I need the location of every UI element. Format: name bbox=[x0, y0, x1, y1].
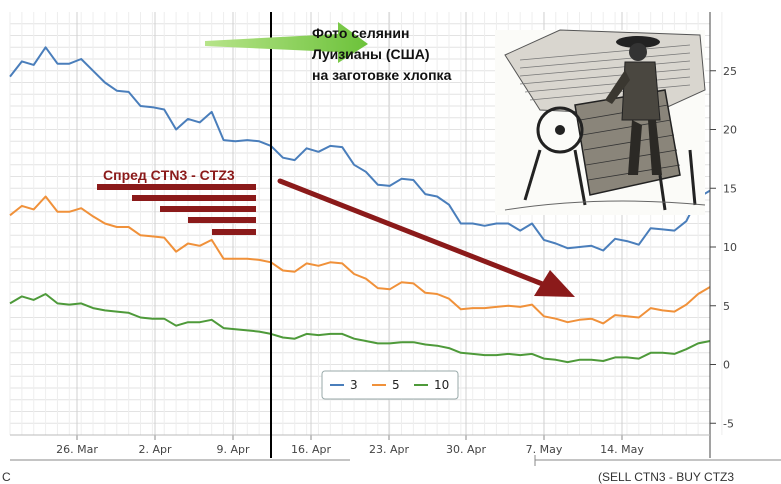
x-tick-label: 14. May bbox=[600, 443, 644, 456]
x-tick-label: 30. Apr bbox=[446, 443, 486, 456]
legend-label-5: 5 bbox=[392, 378, 400, 392]
y-tick-label: 5 bbox=[723, 300, 730, 313]
x-tick-label: 26. Mar bbox=[56, 443, 98, 456]
x-tick-label: 2. Apr bbox=[138, 443, 171, 456]
y-tick-label: 25 bbox=[723, 65, 737, 78]
trend-arrow-icon bbox=[277, 178, 575, 297]
y-tick-label: -5 bbox=[723, 417, 734, 430]
photo-caption-line-3: на заготовке хлопка bbox=[312, 67, 452, 83]
legend-label-10: 10 bbox=[434, 378, 449, 392]
green-arrow-icon bbox=[205, 22, 368, 63]
spread-label: Спред CTN3 - CTZ3 bbox=[103, 167, 235, 183]
bottom-text-right: (SELL CTN3 - BUY CTZ3 bbox=[598, 470, 735, 484]
photo-caption-line-2: Луизианы (США) bbox=[312, 46, 429, 62]
y-tick-label: 10 bbox=[723, 241, 737, 254]
cotton-farmer-engraving bbox=[495, 29, 706, 215]
y-tick-label: 15 bbox=[723, 182, 737, 195]
x-tick-label: 9. Apr bbox=[216, 443, 249, 456]
photo-caption-line-1: Фото селянин bbox=[312, 25, 409, 41]
y-tick-label: 20 bbox=[723, 124, 737, 137]
y-axis: 25 20 15 10 5 0 -5 bbox=[709, 12, 737, 458]
series-line-5 bbox=[9, 195, 711, 325]
spread-bars bbox=[97, 184, 256, 235]
legend: 3 5 10 bbox=[321, 370, 459, 400]
x-tick-label: 23. Apr bbox=[369, 443, 409, 456]
x-axis: 26. Mar 2. Apr 9. Apr 16. Apr 23. Apr 30. Apr… bbox=[10, 434, 710, 456]
bottom-text-left: С bbox=[2, 470, 11, 484]
series-line-3 bbox=[9, 46, 711, 252]
legend-label-3: 3 bbox=[350, 378, 358, 392]
x-tick-label: 7. May bbox=[526, 443, 563, 456]
series-layer bbox=[9, 46, 711, 364]
x-tick-label: 16. Apr bbox=[291, 443, 331, 456]
series-line-10 bbox=[9, 293, 711, 364]
y-tick-label: 0 bbox=[723, 359, 730, 372]
